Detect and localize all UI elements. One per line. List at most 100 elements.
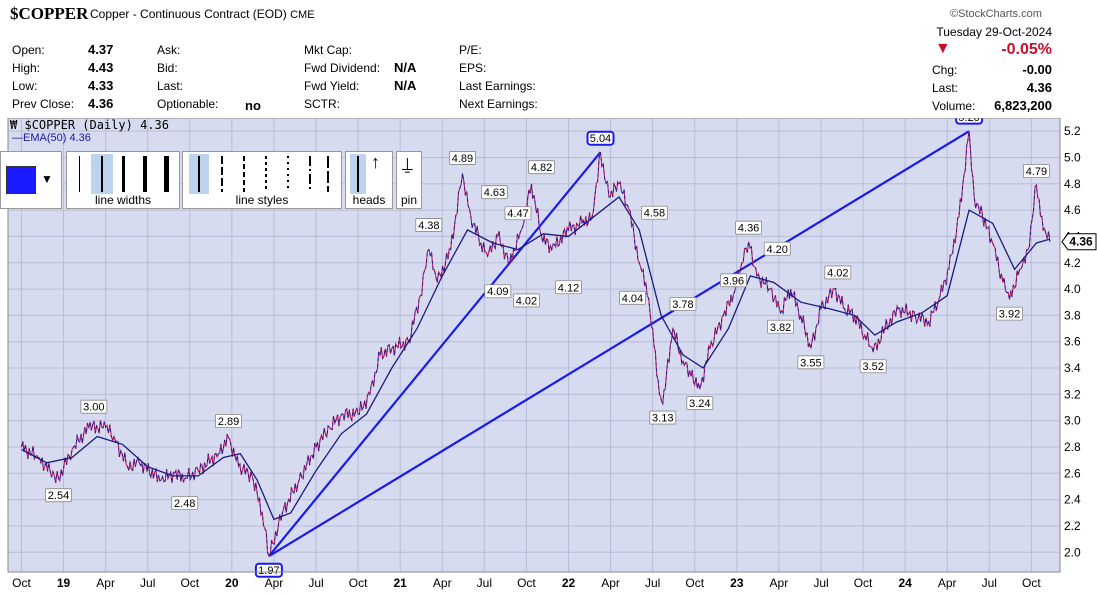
annotation-label: 2.54 <box>48 490 69 502</box>
annotation-box <box>1023 164 1050 179</box>
x-tick-label: 20 <box>225 576 239 590</box>
width-5-option[interactable] <box>164 156 169 192</box>
sctr-label: SCTR: <box>304 97 340 111</box>
fwd-yield-label: Fwd Yield: <box>304 79 360 93</box>
fwd-yield-value: N/A <box>394 78 417 93</box>
line-styles-group[interactable]: line styles <box>182 151 342 209</box>
last-label: Last: <box>157 79 184 93</box>
x-tick-label: Oct <box>12 576 31 590</box>
style-longdash-option[interactable] <box>327 156 329 192</box>
next-earnings-label: Next Earnings: <box>459 97 538 111</box>
x-tick-label: Oct <box>517 576 536 590</box>
color-swatch[interactable] <box>6 166 36 194</box>
annotation-label: 4.63 <box>484 187 505 199</box>
style-dashdot-option[interactable] <box>309 156 311 192</box>
annotation-box <box>619 290 646 305</box>
y-tick-label: 3.8 <box>1064 308 1081 322</box>
annotation-box <box>859 359 887 374</box>
width-3-option[interactable] <box>122 156 125 192</box>
volume-value: 6,823,200 <box>994 98 1052 113</box>
legend-ema: —EMA(50) 4.36 <box>12 132 91 144</box>
x-tick-label: Apr <box>601 576 620 590</box>
last-earnings-label: Last Earnings: <box>459 79 536 93</box>
annotation-label: 4.12 <box>558 282 579 294</box>
heads-group[interactable]: ↑ heads <box>345 151 393 209</box>
source[interactable]: ©StockCharts.com <box>950 8 1042 20</box>
annotation-label: 2.89 <box>218 416 239 428</box>
annotation-box <box>735 220 763 235</box>
line-widths-group[interactable]: line widths <box>66 151 180 209</box>
style-shortdash-option[interactable] <box>243 156 245 192</box>
annotation-box <box>686 396 714 410</box>
annotation-box <box>80 399 108 414</box>
instrument-name: Copper - Continuous Contract (EOD) CME <box>90 7 315 21</box>
width-2-option[interactable] <box>101 156 103 192</box>
pin-icon[interactable]: ⍊ <box>402 154 413 174</box>
x-tick-label: Apr <box>265 576 284 590</box>
y-tick-label: 3.2 <box>1064 387 1081 401</box>
x-tick-label: Oct <box>854 576 873 590</box>
annotation-label: 3.78 <box>672 299 693 311</box>
trendline[interactable] <box>268 151 602 557</box>
pin-group[interactable]: ⍊ pin <box>396 151 422 209</box>
annotation-box <box>767 319 794 334</box>
legend-price: ₩ $COPPER (Daily) 4.36 <box>10 118 169 132</box>
width-4-option[interactable] <box>143 156 147 192</box>
annotation-label: 3.92 <box>999 309 1020 321</box>
color-picker[interactable]: ▼ <box>0 151 62 209</box>
symbol: $COPPER <box>10 4 89 23</box>
trendline[interactable] <box>268 130 970 558</box>
annotation-label: 3.82 <box>770 322 791 334</box>
y-tick-label: 5.2 <box>1064 124 1081 138</box>
chg-value: -0.00 <box>1022 62 1052 77</box>
last-price-tag <box>1061 233 1097 251</box>
annotation-label: 4.36 <box>738 223 759 235</box>
annotation-label: 4.04 <box>622 293 643 305</box>
no-head-option[interactable] <box>357 156 359 192</box>
annotation-label: 3.96 <box>723 275 744 287</box>
annotation-label: 4.38 <box>418 220 439 232</box>
annotation-box <box>528 160 555 175</box>
style-dash-option[interactable] <box>221 156 223 192</box>
annotation-label: 3.52 <box>862 361 883 373</box>
last-r-value: 4.36 <box>1026 80 1052 95</box>
y-tick-label: 4.6 <box>1064 203 1081 217</box>
legend-ema-swatch: — <box>12 132 23 144</box>
x-tick-label: 22 <box>562 576 576 590</box>
x-tick-label: 23 <box>730 576 744 590</box>
annotation-box <box>720 273 747 288</box>
x-tick-label: Oct <box>685 576 704 590</box>
legend-price-icon: ₩ <box>10 118 18 132</box>
annotation-box <box>415 218 443 232</box>
x-tick-label: Jul <box>308 576 323 590</box>
annotation-toolbar: ▼ line widths line styles ↑ heads ⍊ pin <box>0 151 422 209</box>
style-dot-option[interactable] <box>265 156 267 192</box>
arrow-head-icon[interactable]: ↑ <box>371 152 380 172</box>
series-group <box>20 131 1051 558</box>
quote-header: $COPPER Copper - Continuous Contract (EO… <box>0 0 1060 118</box>
trendlines[interactable] <box>268 130 970 558</box>
annotation-box <box>484 284 512 299</box>
y-tick-label: 3.6 <box>1064 335 1081 349</box>
exchange: CME <box>290 9 315 21</box>
annotation-box <box>996 306 1023 321</box>
x-tick-label: Jul <box>477 576 492 590</box>
quote-date: Tuesday 29-Oct-2024 <box>936 25 1052 39</box>
annotation-label: 4.20 <box>767 244 788 256</box>
annotation-box <box>481 185 508 200</box>
annotation-label: 4.02 <box>827 267 848 279</box>
width-1-option[interactable] <box>79 156 80 192</box>
last-r-label: Last: <box>932 81 959 95</box>
annotation-box <box>45 488 72 503</box>
annotation-box <box>649 410 677 425</box>
pe-label: P/E: <box>459 43 482 57</box>
style-solid-option[interactable] <box>198 156 200 192</box>
annotation-box <box>669 297 697 311</box>
style-finedot-option[interactable] <box>287 156 289 192</box>
x-tick-label: Apr <box>770 576 789 590</box>
plot-border <box>7 117 1061 573</box>
y-tick-label: 4.2 <box>1064 256 1081 270</box>
dropdown-arrow-icon[interactable]: ▼ <box>41 172 53 186</box>
annotation-box <box>171 496 199 510</box>
